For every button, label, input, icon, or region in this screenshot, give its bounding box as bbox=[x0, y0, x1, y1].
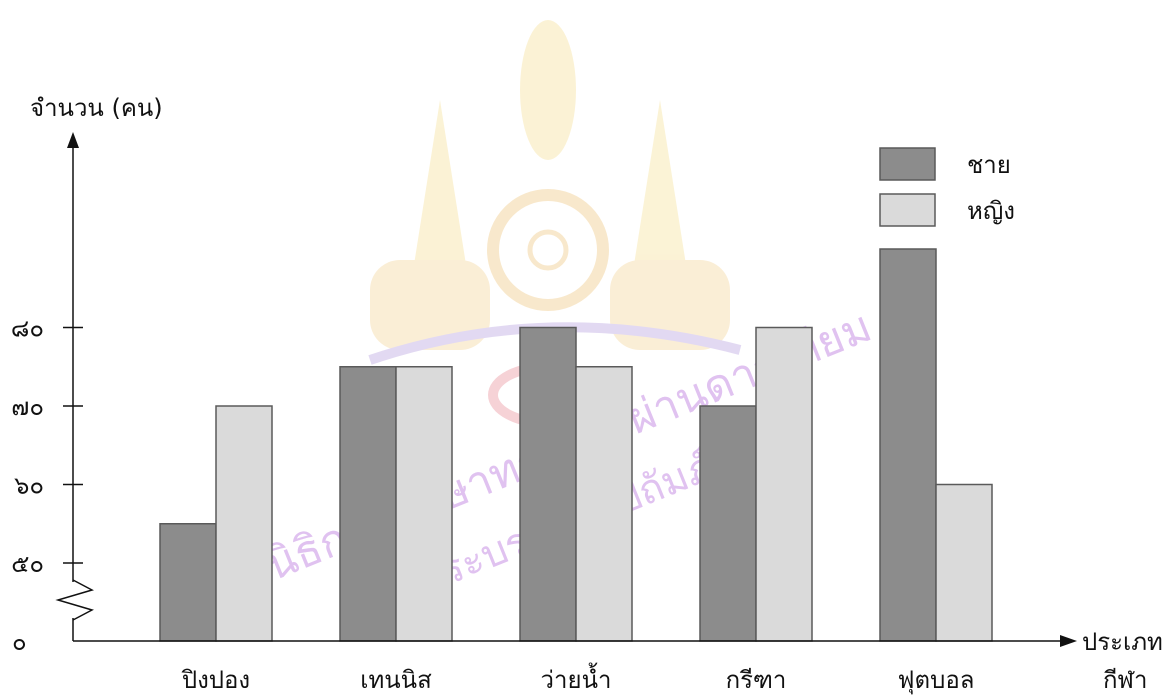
y-tick-label: ๕๐ bbox=[11, 550, 44, 578]
bar-female bbox=[395, 366, 453, 642]
bars-group: ปิงปอง เทนนิส ว่ายน้ำ กรีฑา ฟุตบอล bbox=[159, 248, 993, 695]
x-tick-label: ฟุตบอล bbox=[898, 666, 975, 695]
bar-male bbox=[339, 366, 397, 642]
legend-label: หญิง bbox=[967, 197, 1015, 225]
x-tick-label: กรีฑา bbox=[726, 666, 787, 694]
y-axis-label: จำนวน (คน) bbox=[30, 94, 163, 122]
legend-swatch bbox=[879, 193, 936, 227]
axis-break-zigzag bbox=[55, 579, 94, 621]
y-tick-label: ๐ bbox=[12, 628, 27, 656]
bar-male bbox=[159, 523, 217, 642]
x-tick-label: ว่ายน้ำ bbox=[541, 662, 612, 694]
bar-male bbox=[699, 405, 757, 642]
bar-female bbox=[935, 483, 993, 642]
bar-male bbox=[879, 248, 937, 642]
x-tick-label: เทนนิส bbox=[360, 666, 432, 694]
legend-swatch bbox=[879, 147, 936, 181]
x-axis-label: กีฬา bbox=[1103, 666, 1147, 694]
bar-female bbox=[575, 366, 633, 642]
y-tick-label: ๘๐ bbox=[11, 315, 44, 343]
y-axis-arrow bbox=[67, 132, 79, 148]
x-tick-label: ปิงปอง bbox=[181, 666, 250, 694]
legend-label: ชาย bbox=[967, 151, 1011, 179]
x-axis-label: ประเภท bbox=[1082, 628, 1163, 656]
y-tick-label: ๖๐ bbox=[14, 472, 44, 500]
y-tick-label: ๗๐ bbox=[11, 393, 44, 421]
bar-male bbox=[519, 326, 577, 642]
axis-break-gap bbox=[70, 582, 76, 618]
bar-female bbox=[215, 405, 273, 642]
x-axis-arrow bbox=[1060, 635, 1077, 647]
bar-female bbox=[755, 326, 813, 642]
